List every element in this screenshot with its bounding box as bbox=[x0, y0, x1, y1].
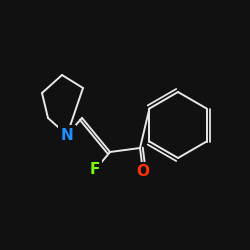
Text: F: F bbox=[90, 162, 100, 178]
Text: N: N bbox=[60, 128, 74, 142]
Text: O: O bbox=[136, 164, 149, 180]
